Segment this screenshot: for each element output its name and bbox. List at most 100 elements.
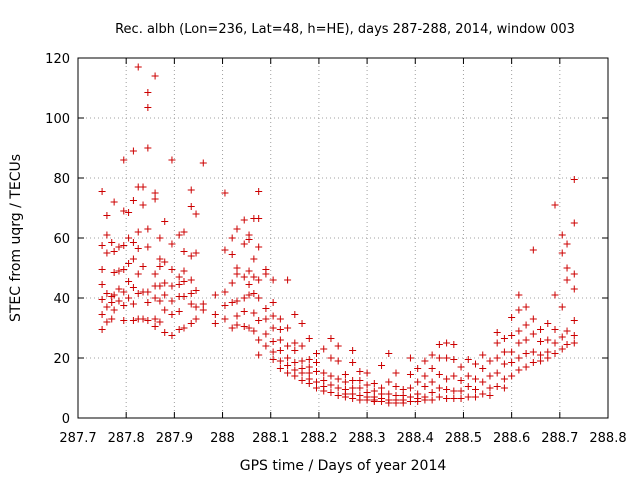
data-point: [313, 359, 320, 366]
data-point: [233, 270, 241, 278]
data-point: [144, 299, 152, 306]
data-point: [262, 342, 270, 350]
axis-ticks: [77, 57, 609, 419]
data-point: [115, 285, 123, 293]
data-point: [156, 318, 164, 326]
data-point: [233, 321, 241, 329]
data-point: [399, 399, 407, 407]
data-point: [199, 159, 207, 167]
data-point: [269, 356, 277, 363]
data-point: [139, 263, 147, 270]
data-point: [211, 291, 219, 299]
data-point: [563, 264, 571, 272]
data-point: [421, 372, 429, 380]
data-point: [228, 324, 236, 332]
data-point: [250, 327, 258, 335]
data-point: [349, 347, 357, 354]
data-point: [428, 365, 436, 372]
data-point: [187, 290, 195, 297]
data-point: [276, 365, 284, 372]
data-point: [479, 378, 487, 386]
data-point: [305, 363, 313, 371]
data-point: [284, 342, 292, 350]
data-point: [298, 357, 306, 365]
data-point: [175, 326, 183, 333]
data-point: [180, 228, 188, 236]
data-point: [255, 276, 263, 284]
x-tick-label: 287.9: [156, 431, 193, 446]
data-point: [269, 276, 277, 284]
data-point: [493, 339, 501, 347]
data-point: [529, 348, 537, 356]
data-point: [125, 260, 133, 267]
grid-lines: [78, 58, 608, 418]
data-point: [192, 287, 200, 294]
data-point: [120, 317, 128, 324]
data-point: [363, 381, 371, 389]
data-point: [180, 324, 188, 332]
data-point: [255, 215, 263, 222]
data-point: [125, 294, 133, 302]
data-point: [187, 203, 195, 210]
data-point: [341, 378, 349, 386]
data-point: [570, 285, 578, 293]
data-point: [313, 368, 320, 375]
data-point: [479, 351, 487, 359]
data-point: [221, 302, 229, 309]
data-point: [508, 359, 516, 366]
data-point: [334, 357, 342, 365]
data-point: [570, 339, 578, 347]
data-point: [144, 288, 152, 296]
data-point: [120, 302, 128, 309]
data-point: [356, 377, 364, 384]
data-point: [341, 371, 349, 378]
data-point: [276, 326, 284, 333]
x-tick-label: 288.5: [445, 431, 482, 446]
data-point: [522, 336, 530, 344]
data-point: [385, 399, 393, 407]
data-point: [156, 263, 164, 270]
data-point: [125, 234, 133, 242]
data-point: [228, 299, 236, 306]
data-point: [291, 339, 299, 347]
data-point: [98, 311, 106, 318]
data-point: [558, 303, 566, 311]
x-tick-label: 288.2: [300, 431, 337, 446]
data-point: [115, 297, 123, 305]
data-point: [370, 398, 378, 405]
data-point: [98, 188, 106, 195]
data-point: [515, 354, 523, 362]
data-point: [144, 225, 152, 233]
data-point: [134, 290, 142, 297]
data-point: [450, 372, 458, 380]
data-point: [443, 354, 451, 362]
data-point: [537, 338, 545, 345]
data-point: [493, 383, 501, 390]
data-point: [110, 269, 118, 276]
data-point: [151, 270, 159, 278]
data-point: [515, 306, 523, 314]
data-point: [284, 354, 292, 362]
data-point: [103, 318, 111, 326]
data-point: [551, 339, 559, 347]
data-point: [240, 216, 248, 224]
data-point: [180, 267, 188, 275]
data-point: [187, 300, 195, 308]
data-point: [129, 197, 137, 204]
data-point: [110, 198, 118, 206]
data-point: [486, 392, 494, 399]
data-point: [537, 357, 545, 365]
data-point: [363, 369, 371, 377]
data-point: [233, 225, 241, 233]
x-tick-label: 287.7: [59, 431, 96, 446]
data-point: [151, 294, 159, 302]
data-point: [443, 375, 451, 383]
data-point: [291, 347, 299, 354]
data-point: [180, 278, 188, 285]
data-point: [537, 351, 545, 359]
data-point: [262, 330, 270, 338]
data-point: [255, 351, 263, 359]
data-point: [110, 291, 118, 299]
data-point: [98, 281, 106, 288]
